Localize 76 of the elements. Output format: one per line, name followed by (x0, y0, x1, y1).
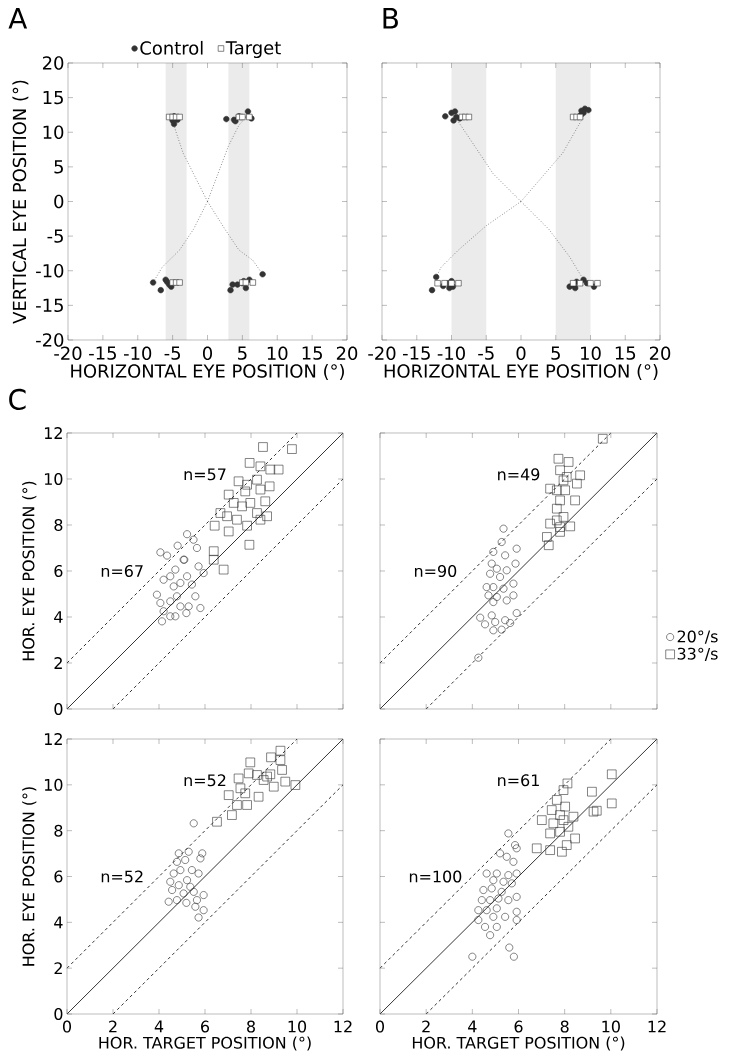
x-tick-label: -5 (164, 346, 180, 360)
annotation: n=90 (414, 564, 457, 578)
y-tick-label: 15 (43, 90, 63, 105)
x-tick-label: 0 (516, 346, 526, 361)
annotation: n=57 (184, 468, 226, 481)
x-tick-label: 5 (551, 346, 560, 360)
x-tick-label: -10 (123, 346, 152, 361)
x-tick-label: 20 (336, 346, 358, 361)
y-tick-label: 2 (54, 657, 62, 669)
chart-title: A (8, 8, 28, 29)
x-tick-label: 10 (602, 1020, 620, 1033)
y-tick-label: -20 (36, 333, 64, 347)
x-tick-label: 2 (109, 1020, 117, 1033)
x-tick-label: 15 (615, 346, 636, 360)
y-tick-label: 4 (54, 916, 63, 929)
x-tick-label: 20 (649, 346, 671, 361)
y-tick-label: 6 (54, 870, 63, 883)
y-axis-title: HOR. EYE POSITION (°) (22, 787, 37, 966)
annotation: n=67 (101, 564, 143, 578)
x-tick-label: -15 (89, 346, 116, 360)
x-tick-label: 12 (648, 1020, 666, 1033)
y-tick-label: 10 (44, 472, 63, 486)
y-tick-label: -15 (36, 298, 63, 313)
chart-title: C (9, 388, 26, 410)
x-tick-label: 12 (334, 1020, 352, 1033)
x-tick-label: 6 (514, 1020, 523, 1033)
y-tick-label: 6 (54, 564, 63, 578)
annotation: n=100 (409, 870, 462, 883)
x-tick-label: 0 (375, 1020, 385, 1033)
x-tick-label: 8 (560, 1020, 569, 1033)
y-tick-label: 8 (54, 824, 63, 837)
x-tick-label: -15 (402, 346, 430, 360)
y-tick-label: -10 (36, 263, 64, 278)
x-tick-label: 2 (422, 1020, 430, 1033)
y-tick-label: 0 (54, 702, 63, 716)
y-tick-label: -5 (47, 229, 63, 243)
x-tick-label: 8 (247, 1020, 255, 1033)
annotation: n=61 (498, 774, 539, 787)
annotation: n=52 (184, 774, 226, 787)
y-tick-label: 10 (44, 778, 63, 791)
x-tick-label: 6 (201, 1020, 210, 1033)
x-tick-label: 0 (202, 346, 213, 361)
x-tick-label: 10 (267, 346, 288, 361)
legend-label: 20°/s (677, 630, 718, 644)
x-tick-label: 4 (154, 1020, 164, 1033)
x-tick-label: 5 (238, 346, 247, 360)
x-tick-label: -10 (437, 346, 465, 361)
x-tick-label: 10 (581, 346, 601, 361)
x-axis-title: HOR. TARGET POSITION (°) (412, 1036, 625, 1051)
y-tick-label: 20 (42, 56, 64, 70)
y-tick-label: 12 (44, 733, 62, 745)
y-tick-label: 2 (54, 962, 62, 975)
x-axis-title: HORIZONTAL EYE POSITION (°) (384, 363, 658, 380)
x-tick-label: -5 (478, 346, 494, 360)
y-tick-label: 4 (54, 611, 63, 623)
y-tick-label: 10 (43, 125, 64, 140)
x-axis-title: HORIZONTAL EYE POSITION (°) (71, 363, 344, 380)
x-tick-label: 10 (288, 1020, 307, 1033)
y-tick-label: 5 (54, 160, 63, 174)
chart-title: B (383, 8, 398, 29)
y-tick-label: 0 (54, 1007, 63, 1021)
x-tick-label: -20 (368, 346, 396, 361)
annotation: n=52 (101, 870, 143, 883)
x-tick-label: 0 (62, 1020, 72, 1033)
x-axis-title: HOR. TARGET POSITION (°) (99, 1036, 311, 1051)
y-tick-label: 8 (54, 518, 63, 532)
x-tick-label: 4 (468, 1020, 477, 1033)
y-axis-title: VERTICAL EYE POSITION (°) (12, 80, 29, 324)
legend-label: Control (140, 40, 203, 55)
legend-label: Target (225, 41, 281, 58)
annotation: n=49 (498, 468, 540, 481)
y-axis-title: HOR. EYE POSITION (°) (22, 481, 37, 661)
x-tick-label: 15 (302, 346, 322, 360)
legend-label: 33°/s (677, 647, 718, 661)
y-tick-label: 0 (54, 194, 64, 209)
y-tick-label: 12 (44, 427, 62, 439)
